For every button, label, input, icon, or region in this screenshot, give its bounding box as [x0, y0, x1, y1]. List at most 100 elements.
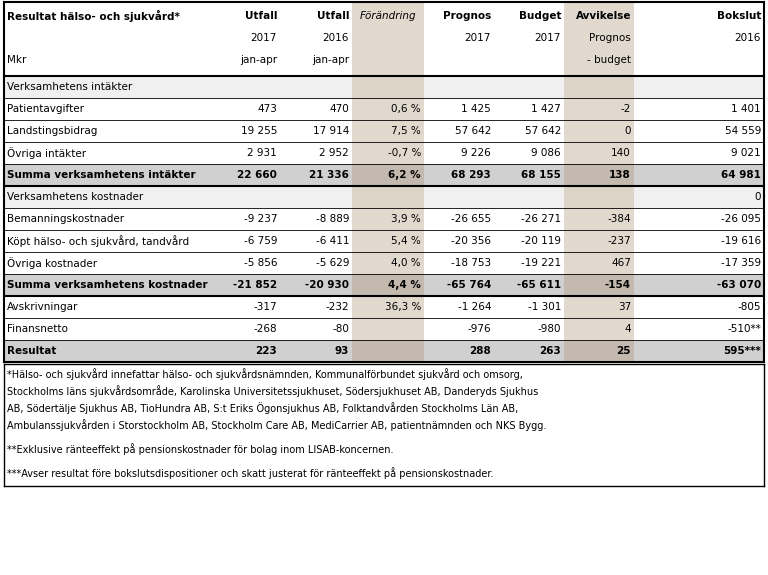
- Text: Köpt hälso- och sjukvård, tandvård: Köpt hälso- och sjukvård, tandvård: [7, 235, 189, 247]
- Text: -6 411: -6 411: [316, 236, 349, 246]
- Text: -19 616: -19 616: [721, 236, 761, 246]
- Bar: [208, 252, 280, 274]
- Text: -17 359: -17 359: [721, 258, 761, 268]
- Bar: [4, 230, 208, 252]
- Text: 473: 473: [257, 104, 277, 114]
- Text: -1 264: -1 264: [458, 302, 491, 312]
- Bar: [424, 208, 494, 230]
- Text: 36,3 %: 36,3 %: [385, 302, 421, 312]
- Text: Summa verksamhetens kostnader: Summa verksamhetens kostnader: [7, 280, 207, 290]
- Bar: [494, 186, 564, 208]
- Bar: [564, 340, 634, 362]
- Text: 1 425: 1 425: [462, 104, 491, 114]
- Bar: [494, 164, 564, 186]
- Bar: [280, 76, 352, 98]
- Text: -237: -237: [607, 236, 631, 246]
- Text: -976: -976: [468, 324, 491, 334]
- Text: -20 930: -20 930: [305, 280, 349, 290]
- Text: -20 356: -20 356: [451, 236, 491, 246]
- Bar: [424, 252, 494, 274]
- Text: Verksamhetens kostnader: Verksamhetens kostnader: [7, 192, 144, 202]
- Text: 9 021: 9 021: [731, 148, 761, 158]
- Text: -0,7 %: -0,7 %: [388, 148, 421, 158]
- Bar: [4, 208, 208, 230]
- Text: 4: 4: [624, 324, 631, 334]
- Text: AB, Södertälje Sjukhus AB, TioHundra AB, S:t Eriks Ögonsjukhus AB, Folktandvårde: AB, Södertälje Sjukhus AB, TioHundra AB,…: [7, 402, 518, 415]
- Text: 5,4 %: 5,4 %: [391, 236, 421, 246]
- Text: 6,2 %: 6,2 %: [389, 170, 421, 180]
- Text: Resultat: Resultat: [7, 346, 56, 356]
- Bar: [4, 186, 208, 208]
- Bar: [634, 164, 764, 186]
- Text: 288: 288: [469, 346, 491, 356]
- Bar: [280, 142, 352, 164]
- Text: jan-apr: jan-apr: [312, 55, 349, 65]
- Text: Avskrivningar: Avskrivningar: [7, 302, 78, 312]
- Text: Stockholms läns sjukvårdsområde, Karolinska Universitetssjukhuset, Södersjukhuse: Stockholms läns sjukvårdsområde, Karolin…: [7, 386, 538, 397]
- Bar: [634, 186, 764, 208]
- Text: 2017: 2017: [250, 33, 277, 43]
- Bar: [634, 98, 764, 120]
- Text: 2017: 2017: [465, 33, 491, 43]
- Bar: [634, 76, 764, 98]
- Text: 25: 25: [617, 346, 631, 356]
- Text: 9 226: 9 226: [462, 148, 491, 158]
- Text: 263: 263: [539, 346, 561, 356]
- Bar: [494, 98, 564, 120]
- Text: Budget: Budget: [518, 11, 561, 21]
- Bar: [280, 120, 352, 142]
- Text: 21 336: 21 336: [310, 170, 349, 180]
- Bar: [280, 164, 352, 186]
- Text: -154: -154: [605, 280, 631, 290]
- Bar: [4, 76, 208, 98]
- Bar: [494, 230, 564, 252]
- Text: Övriga intäkter: Övriga intäkter: [7, 147, 86, 159]
- Bar: [494, 208, 564, 230]
- Text: 57 642: 57 642: [525, 126, 561, 136]
- Text: 2017: 2017: [535, 33, 561, 43]
- Text: -1 301: -1 301: [528, 302, 561, 312]
- Text: Övriga kostnader: Övriga kostnader: [7, 257, 97, 269]
- Bar: [424, 2, 564, 76]
- Bar: [4, 2, 352, 76]
- Bar: [634, 142, 764, 164]
- Text: -26 655: -26 655: [451, 214, 491, 224]
- Bar: [280, 274, 352, 296]
- Text: 0: 0: [624, 126, 631, 136]
- Bar: [634, 296, 764, 318]
- Text: 17 914: 17 914: [313, 126, 349, 136]
- Text: Mkr: Mkr: [7, 55, 26, 65]
- Text: -20 119: -20 119: [521, 236, 561, 246]
- Bar: [208, 98, 280, 120]
- Bar: [208, 164, 280, 186]
- Text: Verksamhetens intäkter: Verksamhetens intäkter: [7, 82, 132, 92]
- Text: 2016: 2016: [323, 33, 349, 43]
- Bar: [280, 296, 352, 318]
- Text: -65 764: -65 764: [447, 280, 491, 290]
- Bar: [280, 318, 352, 340]
- Bar: [424, 186, 494, 208]
- Text: ***Avser resultat före bokslutsdispositioner och skatt justerat för ränteeffekt : ***Avser resultat före bokslutsdispositi…: [7, 467, 494, 479]
- Bar: [424, 142, 494, 164]
- Text: 2 952: 2 952: [319, 148, 349, 158]
- Text: -8 889: -8 889: [316, 214, 349, 224]
- Text: 595***: 595***: [723, 346, 761, 356]
- Bar: [4, 340, 208, 362]
- Text: -9 237: -9 237: [243, 214, 277, 224]
- Bar: [352, 186, 424, 208]
- Bar: [208, 230, 280, 252]
- Bar: [4, 164, 208, 186]
- Text: Förändring: Förändring: [359, 11, 416, 21]
- Bar: [634, 2, 764, 76]
- Bar: [634, 230, 764, 252]
- Bar: [208, 340, 280, 362]
- Text: jan-apr: jan-apr: [240, 55, 277, 65]
- Text: 138: 138: [609, 170, 631, 180]
- Bar: [564, 76, 634, 98]
- Bar: [280, 208, 352, 230]
- Text: -21 852: -21 852: [233, 280, 277, 290]
- Bar: [208, 142, 280, 164]
- Text: -26 095: -26 095: [721, 214, 761, 224]
- Bar: [634, 120, 764, 142]
- Bar: [424, 296, 494, 318]
